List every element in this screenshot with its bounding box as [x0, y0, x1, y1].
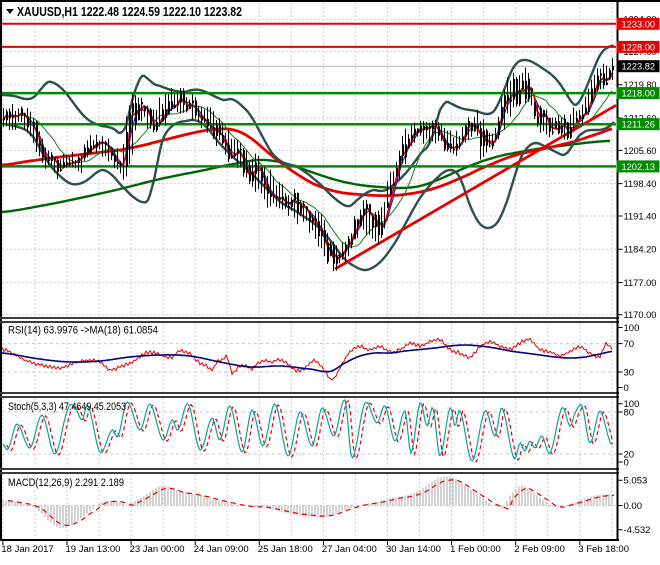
svg-text:1219.80: 1219.80	[624, 80, 657, 91]
svg-text:RSI(14) 63.9976 ->MA(18) 61.0: RSI(14) 63.9976 ->MA(18) 61.0854	[8, 325, 158, 337]
svg-text:30 Jan 14:00: 30 Jan 14:00	[386, 544, 441, 555]
svg-text:3 Feb 18:00: 3 Feb 18:00	[578, 544, 629, 555]
svg-text:19 Jan 13:00: 19 Jan 13:00	[66, 544, 121, 555]
svg-text:27 Jan 04:00: 27 Jan 04:00	[322, 544, 377, 555]
svg-text:70: 70	[624, 339, 635, 350]
svg-text:1223.82: 1223.82	[622, 62, 656, 73]
svg-text:5.053: 5.053	[624, 476, 648, 487]
svg-text:1 Feb 00:00: 1 Feb 00:00	[450, 544, 501, 555]
svg-text:1177.00: 1177.00	[624, 278, 657, 289]
svg-text:30: 30	[624, 367, 635, 378]
svg-text:XAUUSD,H1 1222.48 1224.59 122: XAUUSD,H1 1222.48 1224.59 1222.10 1223.8…	[17, 4, 242, 19]
svg-text:2 Feb 09:00: 2 Feb 09:00	[514, 544, 565, 555]
svg-text:0.00: 0.00	[624, 501, 643, 512]
svg-text:-4.532: -4.532	[624, 525, 651, 536]
svg-text:80: 80	[624, 407, 635, 418]
svg-text:23 Jan 00:00: 23 Jan 00:00	[130, 544, 185, 555]
svg-text:1184.20: 1184.20	[624, 245, 657, 256]
svg-text:18 Jan 2017: 18 Jan 2017	[1, 544, 53, 555]
svg-text:Stoch(5,3,3) 47.4649,45.2053: Stoch(5,3,3) 47.4649,45.2053	[8, 401, 126, 413]
svg-text:24 Jan 09:00: 24 Jan 09:00	[194, 544, 249, 555]
svg-text:20: 20	[624, 449, 635, 460]
svg-text:1211.26: 1211.26	[622, 120, 656, 131]
svg-text:0: 0	[624, 457, 629, 468]
svg-text:100: 100	[624, 399, 640, 410]
svg-text:1191.40: 1191.40	[624, 211, 657, 222]
svg-text:25 Jan 18:00: 25 Jan 18:00	[258, 544, 313, 555]
svg-text:MACD(12,26,9) 2.291 2.189: MACD(12,26,9) 2.291 2.189	[8, 477, 124, 489]
svg-text:0: 0	[624, 383, 629, 394]
svg-text:1170.00: 1170.00	[624, 310, 657, 321]
svg-text:1198.40: 1198.40	[624, 179, 657, 190]
svg-text:100: 100	[624, 323, 640, 334]
svg-text:1218.00: 1218.00	[622, 89, 656, 100]
svg-text:1233.00: 1233.00	[622, 19, 656, 30]
svg-text:1205.60: 1205.60	[624, 146, 657, 157]
svg-text:1228.00: 1228.00	[622, 42, 656, 53]
svg-text:1202.13: 1202.13	[622, 162, 656, 173]
